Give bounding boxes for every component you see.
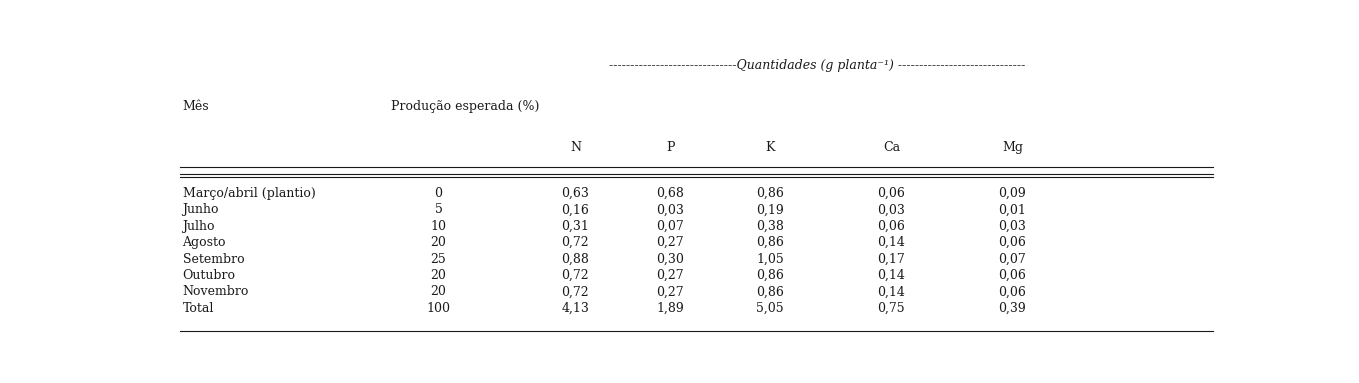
Text: 0,06: 0,06 (999, 285, 1026, 298)
Text: N: N (569, 141, 580, 154)
Text: 0,27: 0,27 (656, 269, 684, 282)
Text: 1,05: 1,05 (757, 252, 784, 265)
Text: 10: 10 (431, 220, 447, 233)
Text: 0,17: 0,17 (878, 252, 905, 265)
Text: Outubro: Outubro (182, 269, 235, 282)
Text: 0,14: 0,14 (878, 269, 905, 282)
Text: 0,31: 0,31 (561, 220, 590, 233)
Text: Agosto: Agosto (182, 236, 226, 249)
Text: Produção esperada (%): Produção esperada (%) (391, 100, 540, 113)
Text: 0,86: 0,86 (756, 187, 784, 200)
Text: 0,01: 0,01 (999, 203, 1026, 216)
Text: 0,03: 0,03 (878, 203, 905, 216)
Text: 0,86: 0,86 (756, 236, 784, 249)
Text: 0,63: 0,63 (561, 187, 590, 200)
Text: Junho: Junho (182, 203, 219, 216)
Text: Mês: Mês (182, 100, 209, 113)
Text: 4,13: 4,13 (561, 302, 590, 315)
Text: 0,27: 0,27 (656, 285, 684, 298)
Text: 0,06: 0,06 (878, 220, 905, 233)
Text: 0,27: 0,27 (656, 236, 684, 249)
Text: 0,39: 0,39 (999, 302, 1026, 315)
Text: 0,72: 0,72 (561, 269, 590, 282)
Text: 0,75: 0,75 (878, 302, 905, 315)
Text: 0,09: 0,09 (999, 187, 1026, 200)
Text: 0,07: 0,07 (999, 252, 1026, 265)
Text: 0,86: 0,86 (756, 285, 784, 298)
Text: K: K (765, 141, 775, 154)
Text: 0,03: 0,03 (999, 220, 1026, 233)
Text: ------------------------------Quantidades (g planta⁻¹) -------------------------: ------------------------------Quantidade… (609, 59, 1026, 72)
Text: 0,16: 0,16 (561, 203, 590, 216)
Text: 100: 100 (427, 302, 450, 315)
Text: 0,88: 0,88 (561, 252, 590, 265)
Text: 0,03: 0,03 (656, 203, 684, 216)
Text: 0,07: 0,07 (656, 220, 684, 233)
Text: 0: 0 (435, 187, 443, 200)
Text: 0,38: 0,38 (756, 220, 784, 233)
Text: Março/abril (plantio): Março/abril (plantio) (182, 187, 315, 200)
Text: 20: 20 (431, 285, 446, 298)
Text: P: P (666, 141, 674, 154)
Text: 20: 20 (431, 236, 446, 249)
Text: 0,06: 0,06 (999, 236, 1026, 249)
Text: 0,06: 0,06 (999, 269, 1026, 282)
Text: Ca: Ca (883, 141, 900, 154)
Text: 0,14: 0,14 (878, 285, 905, 298)
Text: Setembro: Setembro (182, 252, 245, 265)
Text: 25: 25 (431, 252, 446, 265)
Text: 1,89: 1,89 (656, 302, 684, 315)
Text: 0,72: 0,72 (561, 236, 590, 249)
Text: 0,86: 0,86 (756, 269, 784, 282)
Text: 5,05: 5,05 (757, 302, 784, 315)
Text: Novembro: Novembro (182, 285, 249, 298)
Text: 0,06: 0,06 (878, 187, 905, 200)
Text: 0,19: 0,19 (757, 203, 784, 216)
Text: 0,14: 0,14 (878, 236, 905, 249)
Text: Mg: Mg (1002, 141, 1023, 154)
Text: Julho: Julho (182, 220, 215, 233)
Text: 20: 20 (431, 269, 446, 282)
Text: 0,72: 0,72 (561, 285, 590, 298)
Text: 0,30: 0,30 (656, 252, 684, 265)
Text: 0,68: 0,68 (656, 187, 684, 200)
Text: 5: 5 (435, 203, 443, 216)
Text: Total: Total (182, 302, 213, 315)
